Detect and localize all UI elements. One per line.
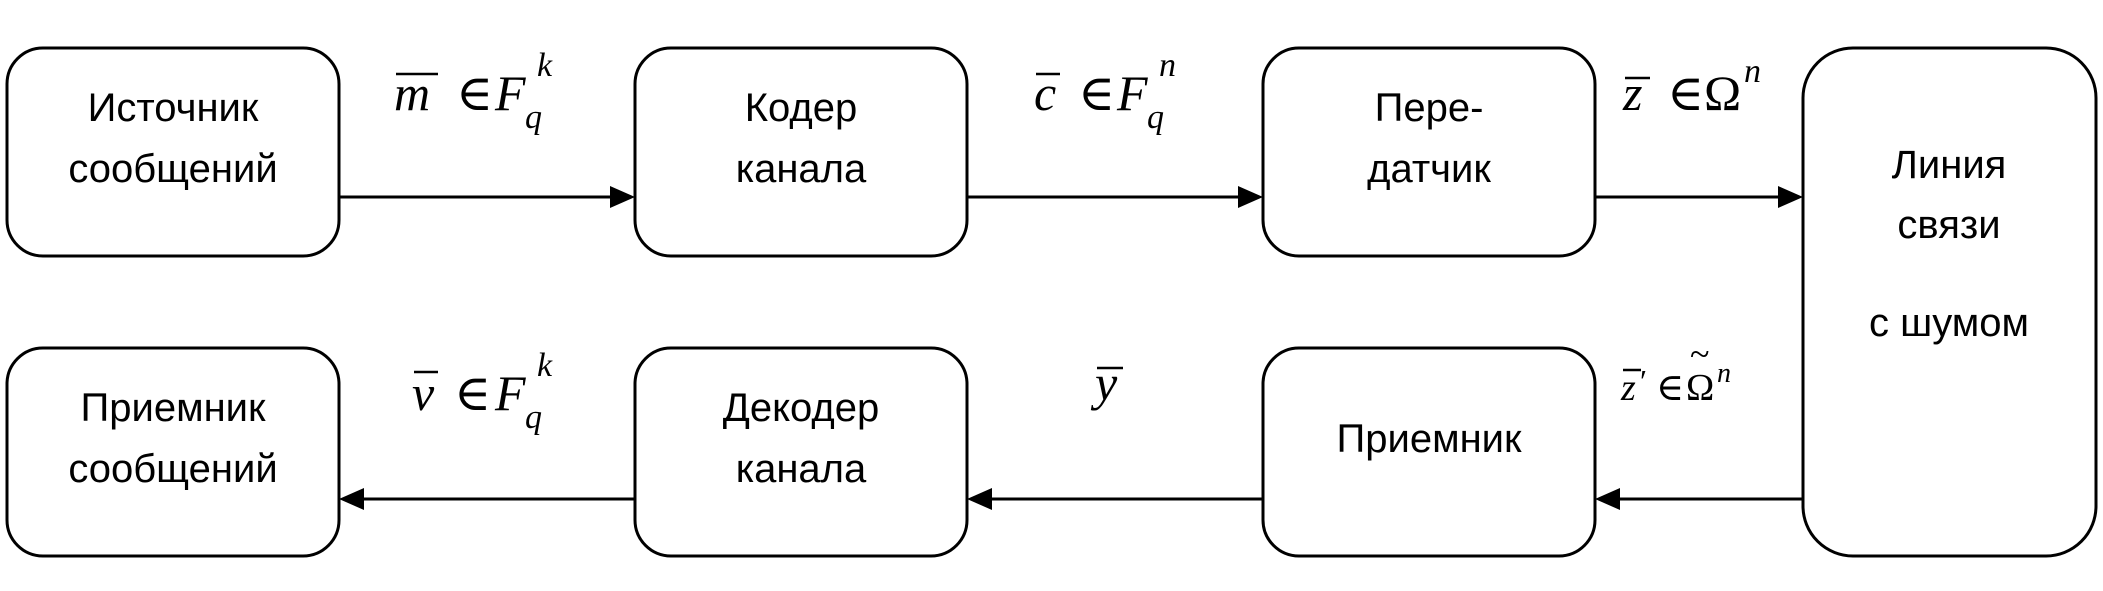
signal-c-rel: ∈ (1078, 65, 1115, 121)
arrow-receiver-to-decoder (967, 488, 1263, 510)
channel-block: Линия связи с шумом (1803, 48, 2096, 556)
decoder-block: Декодер канала (635, 348, 967, 556)
destination-block: Приемник сообщений (7, 348, 339, 556)
encoder-block: Кодер канала (635, 48, 967, 256)
destination-label-line2: сообщений (68, 447, 277, 491)
encoder-label-line2: канала (736, 147, 867, 191)
signal-m-sup: k (537, 47, 553, 84)
transmitter-block: Пере- датчик (1263, 48, 1595, 256)
signal-c-label: c ∈ F q n (1034, 47, 1176, 136)
source-block: Источник сообщений (7, 48, 339, 256)
signal-v-set: F (494, 365, 526, 421)
receiver-block: Приемник (1263, 348, 1595, 556)
signal-m-set: F (494, 65, 526, 121)
arrow-head-right (1778, 186, 1803, 208)
signal-y-var: y (1090, 355, 1118, 411)
signal-zprime-rel: ∈ (1656, 367, 1684, 409)
signal-c-set: F (1116, 65, 1148, 121)
arrow-channel-to-receiver (1595, 488, 1803, 510)
signal-v-sub: q (525, 399, 542, 436)
arrow-head-left (1595, 488, 1620, 510)
arrow-source-to-encoder (339, 186, 635, 208)
signal-c-sub: q (1147, 99, 1164, 136)
arrow-head-left (967, 488, 992, 510)
signal-z-sup: n (1744, 53, 1761, 90)
signal-m-sub: q (525, 99, 542, 136)
arrow-encoder-to-transmitter (967, 186, 1263, 208)
signal-zprime-sup: n (1717, 358, 1731, 389)
channel-label-line2: связи (1897, 203, 2000, 247)
destination-label-line1: Приемник (80, 386, 266, 430)
signal-v-label: v ∈ F q k (412, 347, 553, 436)
decoder-label-line1: Декодер (723, 386, 879, 430)
transmitter-label-line2: датчик (1367, 147, 1491, 191)
source-label-line1: Источник (88, 86, 259, 130)
arrow-head-left (339, 488, 364, 510)
signal-m-rel: ∈ (456, 65, 493, 121)
signal-z-set: Ω (1704, 65, 1741, 121)
signal-c-var: c (1034, 65, 1056, 121)
signal-v-sup: k (537, 347, 553, 384)
signal-v-var: v (412, 365, 435, 421)
signal-z-label: z ∈ Ω n (1622, 53, 1761, 121)
encoder-label-line1: Кодер (745, 86, 858, 130)
channel-label-line3: с шумом (1869, 301, 2029, 345)
receiver-label-line1: Приемник (1336, 417, 1522, 461)
signal-c-sup: n (1159, 47, 1176, 84)
signal-v-rel: ∈ (454, 365, 491, 421)
arrow-head-right (610, 186, 635, 208)
source-label-line2: сообщений (68, 147, 277, 191)
signal-zprime-prime: ′ (1640, 363, 1647, 399)
signal-zprime-set: Ω (1686, 367, 1714, 409)
transmitter-label-line1: Пере- (1375, 86, 1484, 130)
signal-zprime-label: z ′ ∈ ~ Ω n (1620, 334, 1731, 409)
signal-m-label: m ∈ F q k (394, 47, 553, 136)
signal-y-label: y (1090, 355, 1123, 411)
arrow-decoder-to-destination (339, 488, 635, 510)
signal-z-var: z (1622, 65, 1642, 121)
signal-z-rel: ∈ (1667, 65, 1704, 121)
arrow-transmitter-to-channel (1595, 186, 1803, 208)
signal-zprime-var: z (1620, 367, 1636, 409)
decoder-label-line2: канала (736, 447, 867, 491)
channel-label-line1: Линия (1892, 143, 2007, 187)
arrow-head-right (1238, 186, 1263, 208)
signal-m-var: m (394, 65, 430, 121)
